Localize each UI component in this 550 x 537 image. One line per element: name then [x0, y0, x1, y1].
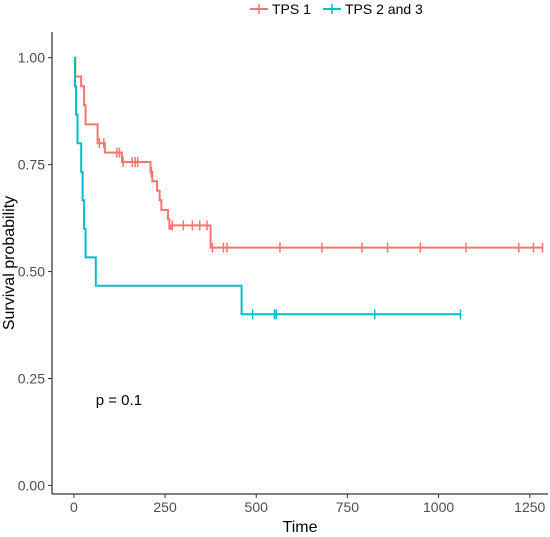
p-value-annotation: p = 0.1 [96, 392, 142, 409]
x-tick-label: 0 [70, 499, 78, 515]
legend-item-1: TPS 1 [250, 1, 311, 17]
series-1 [73, 56, 544, 253]
survival-curve [73, 56, 461, 316]
y-tick-label: 0.50 [18, 264, 45, 280]
series-layer [73, 56, 544, 320]
x-axis-title: Time [283, 519, 318, 536]
x-tick-label: 250 [153, 499, 177, 515]
x-tick-label: 1000 [423, 499, 454, 515]
axes: 0.00 0.25 0.50 0.75 1.00 0 250 500 750 1000 1250 [18, 32, 548, 515]
legend: TPS 1 TPS 2 and 3 [250, 1, 423, 17]
legend-label: TPS 1 [272, 1, 311, 17]
y-tick-label: 1.00 [18, 50, 45, 66]
y-tick-label: 0.75 [18, 157, 45, 173]
y-axis-title: Survival probability [1, 196, 18, 330]
y-tick-label: 0.00 [18, 477, 45, 493]
y-tick-label: 0.25 [18, 371, 45, 387]
survival-curve [73, 56, 543, 249]
x-tick-label: 1250 [514, 499, 545, 515]
x-tick-label: 500 [245, 499, 269, 515]
legend-label: TPS 2 and 3 [345, 1, 423, 17]
legend-item-2: TPS 2 and 3 [323, 1, 423, 17]
x-tick-label: 750 [336, 499, 360, 515]
series-2 [73, 56, 462, 320]
